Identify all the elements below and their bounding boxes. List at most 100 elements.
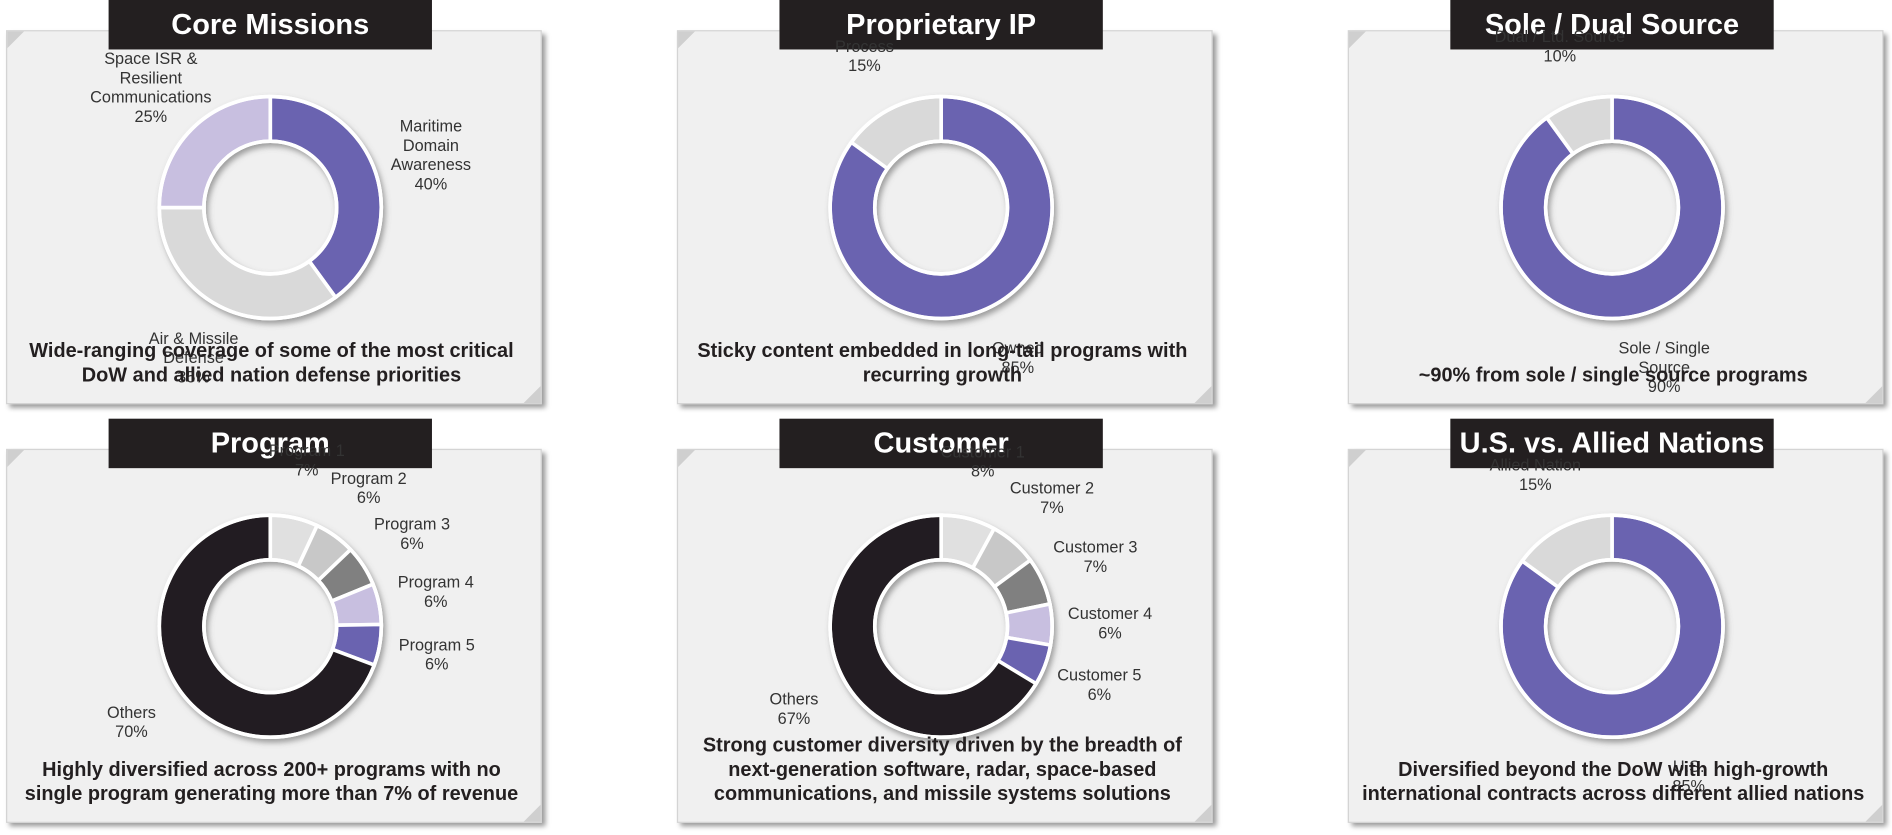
donut-inner-ring: [1543, 139, 1681, 276]
slice-label: Program 1 7%: [269, 442, 345, 481]
slice-label: Customer 2 7%: [1010, 479, 1094, 518]
corner-decoration: [1348, 450, 1366, 467]
slice-value: 15%: [1519, 475, 1552, 494]
corner-decoration: [1194, 804, 1212, 822]
slice-value: 15%: [848, 57, 881, 76]
slice-label: Customer 1 8%: [941, 443, 1025, 482]
slice-label: Program 4 6%: [398, 573, 474, 612]
slice-name: Customer 5: [1057, 666, 1142, 685]
slice-value: 7%: [1040, 498, 1064, 517]
slice-name: Dual / Ltd. Source: [1494, 27, 1626, 46]
slice-value: 85%: [1672, 776, 1706, 795]
slice-name: Customer 1: [940, 443, 1025, 462]
panel: [676, 448, 1213, 823]
donut-inner-ring: [1543, 558, 1681, 695]
slice-value: 7%: [1083, 557, 1108, 576]
chart-title: U.S. vs. Allied Nations: [1450, 418, 1774, 469]
slice-label: Process 15%: [835, 38, 894, 77]
chart-card: Proprietary IP Owned 85% Process 15% Sticky…: [671, 0, 1347, 416]
slice-name: Program 5: [398, 635, 475, 654]
chart-card: Sole / Dual Source Sole / Single Source 9…: [1342, 0, 1892, 416]
slice-name: Sole / Single Source: [1618, 339, 1710, 377]
donut-chart: [1499, 94, 1725, 321]
donut-inner-ring: [202, 139, 339, 276]
slice-label: Sole / Single Source 90%: [1618, 339, 1709, 397]
panel: [1347, 448, 1884, 823]
panel: [6, 30, 542, 405]
donut-chart: [1499, 513, 1725, 740]
slice-name: Maritime Domain Awareness: [390, 116, 472, 174]
slice-name: U.S.: [1672, 757, 1705, 776]
corner-decoration: [523, 804, 541, 822]
slice-value: 6%: [423, 592, 448, 611]
chart-caption: Highly diversified across 200+ programs …: [24, 758, 519, 805]
slice-label: Space ISR & Resilient Communications 25%: [90, 49, 211, 126]
donut-inner-ring: [872, 139, 1010, 276]
slice-name: Allied Nation: [1489, 456, 1582, 475]
slice-value: 7%: [294, 461, 319, 480]
corner-decoration: [7, 450, 25, 467]
slice-label: Others 67%: [770, 690, 819, 729]
chart-caption: ~90% from sole / single source programs: [1418, 364, 1808, 387]
slice-label: Air & Missile Defense 35%: [149, 329, 239, 387]
slice-name: Others: [107, 703, 156, 722]
corner-decoration: [678, 450, 696, 467]
corner-decoration: [1348, 31, 1366, 49]
donut-outer-ring: [157, 94, 384, 321]
donut-chart: [828, 94, 1054, 321]
donut-inner-ring: [202, 558, 339, 695]
slice-value: 6%: [1098, 623, 1122, 642]
slice-name: Others: [769, 689, 819, 708]
corner-decoration: [523, 386, 541, 404]
slice-name: Program 4: [397, 572, 474, 592]
slice-value: 70%: [115, 722, 148, 741]
corner-decoration: [678, 31, 696, 49]
slice-value: 8%: [970, 462, 995, 481]
slice-label: Program 2 6%: [331, 470, 407, 509]
slice-label: Program 3 6%: [374, 515, 450, 554]
chart-title: Proprietary IP: [779, 0, 1103, 50]
chart-title: Sole / Dual Source: [1450, 0, 1774, 50]
donut-chart: [157, 513, 384, 740]
slice-name: Owned: [992, 338, 1044, 357]
chart-card: Customer Customer 1 8% Customer 2 7% Custom…: [671, 418, 1347, 835]
donut-outer-ring: [1499, 513, 1725, 740]
corner-decoration: [1194, 386, 1212, 404]
slice-name: Process: [835, 37, 894, 56]
donut-outer-ring: [157, 513, 384, 740]
slice-label: Maritime Domain Awareness 40%: [391, 117, 471, 194]
slice-name: Customer 4: [1067, 604, 1153, 623]
slice-name: Program 3: [373, 514, 451, 534]
donut-outer-ring: [828, 513, 1054, 740]
chart-caption: Wide-ranging coverage of some of the mos…: [29, 340, 514, 387]
slice-label: Dual / Ltd. Source 10%: [1495, 28, 1625, 67]
chart-caption: Diversified beyond the DoW with high-gro…: [1362, 758, 1865, 805]
slice-name: Program 2: [330, 469, 407, 488]
slice-name: Customer 3: [1053, 538, 1138, 557]
slice-label: U.S. 85%: [1672, 757, 1705, 796]
slice-value: 6%: [424, 654, 449, 674]
slice-name: Program 1: [268, 441, 345, 461]
chart-card: Program Program 1 7% Program 2 6% Program 3…: [0, 418, 676, 835]
slice-value: 6%: [356, 488, 381, 508]
chart-caption: Strong customer diversity driven by the …: [702, 734, 1182, 805]
corner-decoration: [1865, 386, 1883, 404]
slice-value: 67%: [777, 709, 811, 728]
donut-outer-ring: [1499, 94, 1725, 321]
slice-name: Customer 2: [1009, 479, 1095, 498]
chart-title: Program: [108, 418, 432, 469]
donut-outer-ring: [828, 94, 1054, 321]
slice-value: 6%: [1087, 685, 1112, 704]
slice-label: Customer 4 6%: [1068, 604, 1152, 643]
slice-label: Allied Nation 15%: [1490, 456, 1581, 495]
corner-decoration: [1865, 804, 1883, 822]
panel: [6, 448, 542, 823]
donut-chart: [828, 513, 1054, 740]
donut-chart: [157, 94, 384, 321]
panel: [676, 30, 1213, 405]
panel: [1347, 30, 1884, 405]
slice-value: 35%: [177, 367, 210, 386]
slice-value: 85%: [1001, 358, 1035, 377]
slice-label: Customer 3 7%: [1053, 538, 1137, 577]
